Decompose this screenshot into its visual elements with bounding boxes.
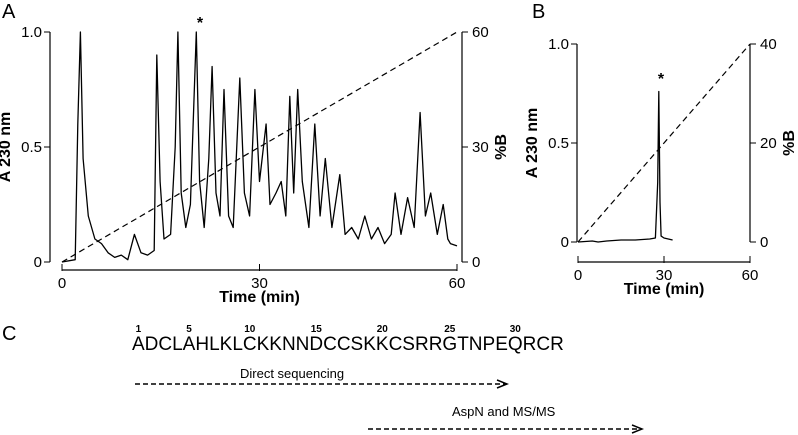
sequence: ADCLAHLKLCKKNNDCCSKKCSRRGTNPEQRCR	[132, 334, 564, 355]
gradient-line	[61, 31, 458, 263]
gradient-line	[577, 43, 751, 243]
x-tick-label: 60	[742, 267, 759, 284]
x-tick-label: 60	[449, 275, 466, 292]
residue-number: 15	[311, 324, 323, 335]
x-axis-title: Time (min)	[624, 281, 705, 298]
x-tick-label: 0	[58, 275, 66, 292]
panel-label: B	[532, 1, 545, 23]
residue-number: 25	[444, 324, 456, 335]
annotation: *	[658, 71, 665, 88]
y-tick-label: 0	[561, 234, 569, 251]
panel-label: A	[2, 1, 16, 23]
trace-line	[61, 31, 458, 263]
panel-label: C	[2, 323, 16, 345]
annotation: *	[197, 15, 204, 32]
y-tick-label: 0.5	[21, 139, 42, 156]
residue-number: 20	[377, 324, 389, 335]
y-axis-title: A 230 nm	[0, 112, 14, 183]
x-tick-label: 0	[574, 267, 582, 284]
x-tick-label: 30	[251, 275, 268, 292]
y-tick-label: 0.5	[548, 135, 569, 152]
y2-tick-label: 0	[472, 254, 480, 271]
y2-tick-label: 20	[760, 135, 777, 152]
residue-number: 30	[510, 324, 522, 335]
residue-number: 1	[136, 324, 142, 335]
x-axis-title: Time (min)	[219, 289, 300, 306]
y2-tick-label: 0	[760, 234, 768, 251]
y-tick-label: 1.0	[21, 24, 42, 41]
trace-line	[577, 90, 673, 243]
y-axis-title: A 230 nm	[524, 108, 541, 179]
arrow-label: Direct sequencing	[240, 366, 344, 381]
y2-tick-label: 60	[472, 24, 489, 41]
residue-number: 10	[244, 324, 256, 335]
x-tick-label: 30	[656, 267, 673, 284]
y2-axis-title: %B	[781, 130, 798, 156]
y-tick-label: 1.0	[548, 36, 569, 53]
arrow-head	[496, 379, 510, 389]
y2-tick-label: 30	[472, 139, 489, 156]
y2-axis-title: %B	[493, 134, 510, 160]
y-tick-label: 0	[34, 254, 42, 271]
y2-tick-label: 40	[760, 36, 777, 53]
arrow-label: AspN and MS/MS	[452, 404, 556, 419]
residue-number: 5	[186, 324, 192, 335]
arrow-head	[631, 424, 645, 434]
